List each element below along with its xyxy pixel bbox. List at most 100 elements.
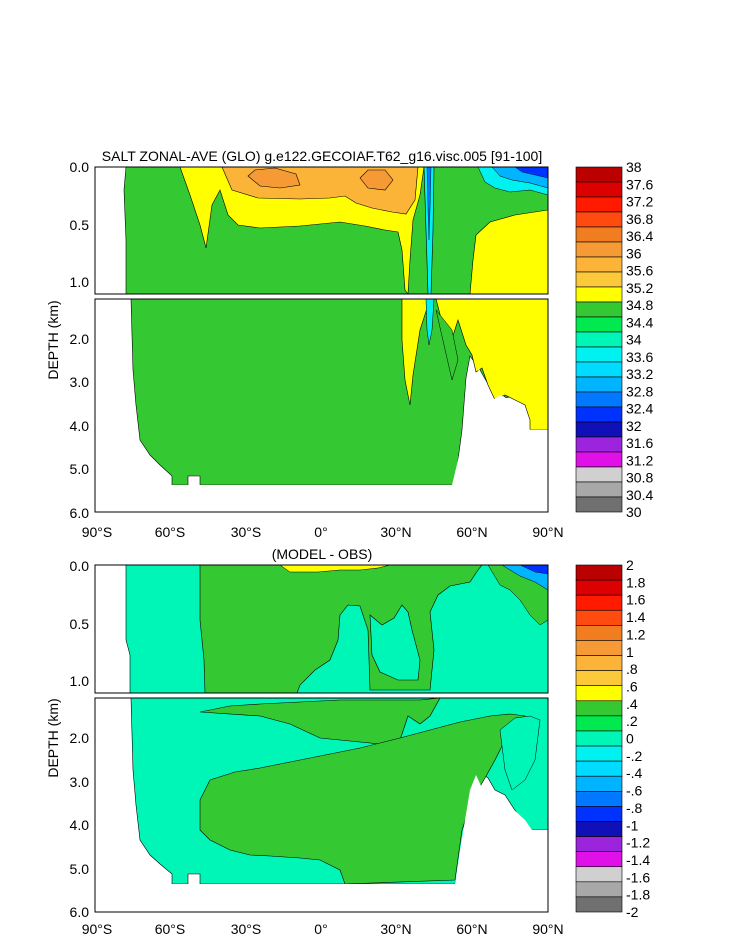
diff-green-lower-core	[199, 713, 526, 885]
diff-cyan-north-lower	[499, 715, 541, 791]
x-tick-label: 90°N	[532, 524, 563, 540]
salinity-cyan-channel-lower	[425, 299, 435, 346]
y-tick-label: 3.0	[70, 374, 90, 390]
colorbar-swatch	[575, 851, 623, 868]
colorbar-swatch	[575, 301, 623, 318]
colorbar-swatch	[575, 700, 623, 717]
diff-cyan-pocket-1	[369, 604, 421, 681]
colorbar-level-label: 31.2	[626, 452, 653, 468]
x-tick-label: 30°N	[380, 524, 411, 540]
panel-a-x-ticks: 90°S 60°S 30°S 0° 30°N 60°N 90°N	[82, 524, 564, 540]
y-tick-label: 2.0	[70, 331, 90, 347]
x-tick-label: 30°S	[231, 921, 262, 937]
panel-a-lower-frame	[94, 298, 549, 513]
colorbar-swatch	[575, 196, 623, 213]
colorbar-swatch	[575, 821, 623, 837]
y-tick-label: 4.0	[70, 418, 90, 434]
colorbar-level-label: 38	[626, 159, 642, 175]
x-tick-label: 60°N	[456, 524, 487, 540]
salinity-yellow-upper-north	[469, 209, 548, 294]
colorbar-swatch	[575, 406, 623, 423]
colorbar-swatch	[575, 670, 623, 686]
colorbar-level-label: -1	[626, 817, 639, 833]
colorbar-level-label: 32	[626, 418, 642, 434]
colorbar-level-label: 35.6	[626, 263, 653, 279]
colorbar-swatch	[575, 226, 623, 243]
colorbar-level-label: -.8	[626, 800, 643, 816]
colorbar-swatch	[575, 181, 623, 198]
colorbar-swatch	[575, 481, 623, 498]
y-tick-label: 6.0	[70, 505, 90, 521]
x-tick-label: 60°N	[456, 921, 487, 937]
panel-b-lower-frame	[94, 697, 549, 913]
panel-a-colorbar: 3837.637.236.836.43635.635.234.834.43433…	[575, 159, 653, 520]
colorbar-swatch	[575, 609, 623, 626]
panel-b-title: (MODEL - OBS)	[272, 546, 373, 562]
colorbar-swatch	[575, 286, 623, 303]
salinity-green-tongue	[435, 309, 459, 381]
colorbar-swatch	[575, 346, 623, 363]
colorbar-swatch	[575, 790, 623, 807]
colorbar-swatch	[575, 436, 623, 453]
colorbar-swatch	[575, 316, 623, 333]
colorbar-swatch	[575, 806, 623, 822]
x-tick-label: 90°S	[82, 921, 113, 937]
x-tick-label: 60°S	[155, 921, 186, 937]
y-tick-label: 0.0	[70, 558, 90, 574]
colorbar-level-label: 33.6	[626, 349, 653, 365]
colorbar-swatch	[575, 579, 623, 596]
panel-b-y-ticks: 0.0 0.5 1.0 2.0 3.0 4.0 5.0 6.0	[70, 558, 90, 920]
x-tick-label: 90°N	[532, 921, 563, 937]
colorbar-level-label: 37.2	[626, 194, 653, 210]
salinity-field-upper	[95, 167, 548, 294]
colorbar-swatch	[575, 466, 623, 483]
colorbar-level-label: -.6	[626, 783, 643, 799]
colorbar-level-label: 34.8	[626, 297, 653, 313]
panel-a-title: SALT ZONAL-AVE (GLO) g.e122.GECOIAF.T62_…	[102, 148, 542, 164]
colorbar-level-label: 31.6	[626, 435, 653, 451]
panel-b-colorbar: 21.81.61.41.21.8.6.4.20-.2-.4-.6-.8-1-1.…	[575, 557, 650, 920]
colorbar-level-label: 1	[626, 644, 634, 660]
colorbar-swatch	[575, 836, 623, 852]
colorbar-swatch	[575, 655, 623, 671]
diff-sea-floor	[95, 775, 548, 912]
colorbar-swatch	[575, 564, 623, 581]
colorbar-swatch	[575, 421, 623, 438]
panel-a-upper-frame	[94, 166, 549, 295]
y-tick-label: 6.0	[70, 904, 90, 920]
colorbar-level-label: -2	[626, 904, 639, 920]
colorbar-level-label: 37.6	[626, 176, 653, 192]
colorbar-swatch	[575, 685, 623, 702]
salinity-field-lower	[95, 299, 548, 512]
colorbar-swatch	[575, 881, 623, 898]
x-tick-label: 30°N	[380, 921, 411, 937]
colorbar-level-label: -1.2	[626, 835, 650, 851]
panel-a-y-ticks: 0.0 0.5 1.0 2.0 3.0 4.0 5.0 6.0	[70, 159, 90, 521]
colorbar-level-label: 36.4	[626, 228, 653, 244]
panel-difference: (MODEL - OBS) 0.0 0.5 1.0 2.0 3.0	[45, 546, 650, 937]
colorbar-swatch	[575, 256, 623, 273]
x-tick-label: 0°	[314, 524, 327, 540]
x-tick-label: 90°S	[82, 524, 113, 540]
colorbar-swatch	[575, 241, 623, 258]
salinity-arctic-deep	[514, 167, 548, 179]
colorbar-swatch	[575, 715, 623, 732]
colorbar-level-label: -1.4	[626, 852, 650, 868]
salinity-sea-floor-lower-a	[95, 368, 548, 512]
colorbar-level-label: 33.2	[626, 366, 653, 382]
colorbar-level-label: 32.8	[626, 383, 653, 399]
y-tick-label: 0.5	[70, 616, 90, 632]
colorbar-level-label: 30.4	[626, 487, 653, 503]
panel-b-y-axis-label: DEPTH (km)	[45, 698, 61, 777]
panel-b-x-ticks: 90°S 60°S 30°S 0° 30°N 60°N 90°N	[82, 921, 564, 937]
salinity-orange-core-1	[247, 167, 301, 189]
colorbar-swatch	[575, 896, 623, 913]
y-tick-label: 0.5	[70, 217, 90, 233]
x-tick-label: 30°S	[231, 524, 262, 540]
colorbar-swatch	[575, 211, 623, 228]
colorbar-swatch	[575, 594, 623, 611]
colorbar-level-label: 1.2	[626, 626, 646, 642]
difference-field-lower	[95, 698, 548, 912]
colorbar-level-label: .8	[626, 661, 638, 677]
